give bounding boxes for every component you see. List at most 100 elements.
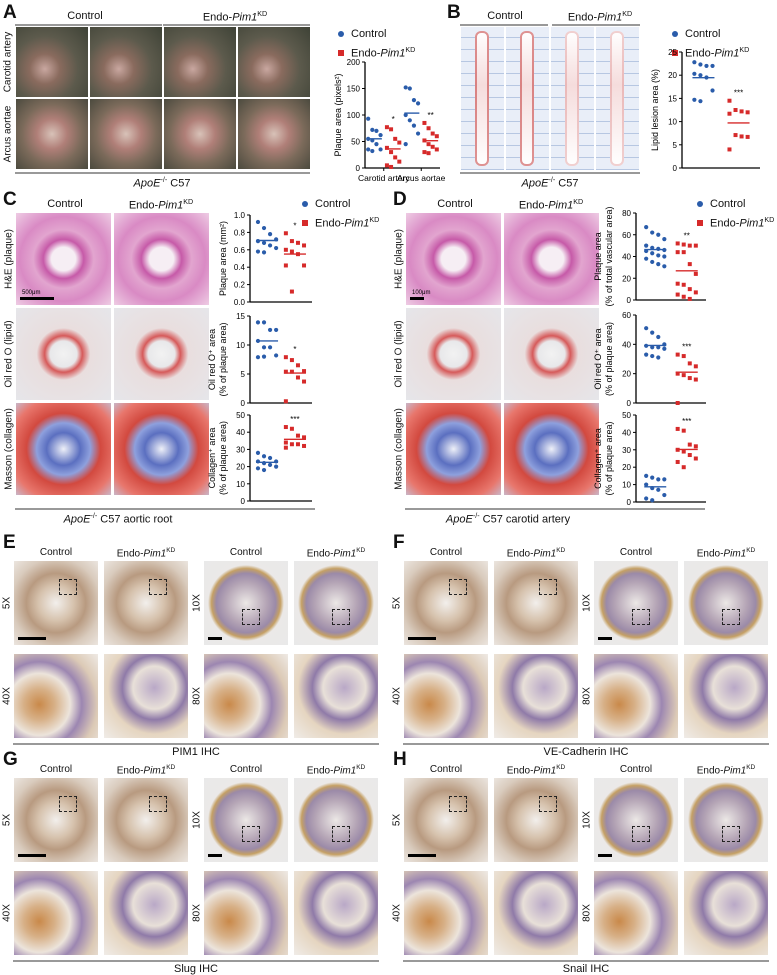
panel-label-E: E	[3, 532, 16, 553]
aorta-en-face-photo	[460, 26, 505, 171]
zoom-region-box	[242, 609, 260, 625]
kd-prefix: Endo-	[128, 199, 159, 212]
header-control: Control	[487, 10, 523, 22]
legend-item-knockdown: Endo-Pim1KD	[338, 43, 415, 62]
kd-prefix: Endo-	[202, 11, 233, 24]
data-point-control	[378, 133, 383, 138]
data-point-control	[415, 101, 421, 106]
kd-sup: KD	[556, 547, 566, 554]
y-axis-label: (% of plaque area)	[604, 421, 614, 495]
data-point-control	[415, 131, 421, 136]
aorta-strip	[475, 31, 489, 166]
histology-section: 500μm	[15, 212, 112, 306]
kd-sup: KD	[257, 10, 268, 18]
data-point-knockdown	[675, 241, 680, 246]
data-point-knockdown	[393, 155, 398, 160]
data-point-knockdown	[745, 110, 750, 115]
data-point-knockdown	[295, 240, 300, 245]
data-point-control	[370, 148, 375, 154]
kd-prefix: Endo-	[351, 47, 381, 60]
scatter-chart-c: 0.0 0.2 0.4 0.6 0.8 1.0 Plaque area (mm²) *	[218, 211, 312, 307]
panel-label-A: A	[3, 2, 17, 23]
zoom-region-box	[332, 609, 350, 625]
histology-section	[503, 307, 600, 401]
ihc-high-magnification	[103, 870, 189, 956]
data-point-control	[255, 355, 261, 360]
ihc-high-magnification	[203, 870, 289, 956]
ihc-high-magnification	[493, 653, 579, 739]
row-label: 40X	[391, 687, 403, 705]
scale-bar	[598, 637, 612, 640]
artery-photo	[237, 98, 311, 170]
row-label: 80X	[191, 687, 203, 705]
legend-item-control: Control	[338, 24, 415, 43]
legend-label: Endo-Pim1KD	[685, 46, 749, 60]
data-point-control	[261, 454, 267, 459]
header-knockdown: Endo-Pim1KD	[307, 764, 366, 776]
header-control: Control	[229, 547, 263, 558]
y-axis-label: Collagen⁺ area	[593, 428, 603, 489]
aorta-en-face-photo	[550, 26, 595, 171]
y-axis-label: Oil red O⁺ area	[593, 328, 603, 389]
data-point-knockdown	[693, 444, 698, 449]
y-tick-label: 0.8	[234, 228, 246, 237]
row-label: Carotid artery	[2, 31, 14, 93]
data-point-control	[274, 353, 279, 358]
zoom-region-box	[449, 579, 467, 595]
header-knockdown: Endo-Pim1KD	[697, 764, 756, 776]
legend-label: Control	[710, 197, 746, 210]
x-tick-label: Arcus aortae	[397, 173, 445, 183]
y-tick-label: 30	[236, 445, 245, 454]
ihc-low-magnification	[203, 777, 289, 863]
strain-gene: ApoE	[521, 177, 549, 190]
row-label: 10X	[581, 811, 593, 829]
kd-prefix: Endo-	[567, 11, 598, 24]
square-marker-icon	[672, 49, 678, 56]
data-point-control	[710, 63, 715, 69]
aorta-strip	[565, 31, 579, 166]
data-point-control	[650, 245, 655, 250]
ihc-high-magnification	[683, 870, 769, 956]
strain-gene: ApoE	[133, 177, 161, 190]
data-point-knockdown	[295, 363, 300, 368]
divider	[403, 743, 769, 745]
data-point-control	[650, 498, 655, 503]
data-point-control	[662, 346, 667, 351]
kd-gene: Pim1	[143, 765, 167, 777]
divider	[403, 960, 769, 962]
panel-label-H: H	[393, 749, 407, 770]
data-point-knockdown	[434, 147, 439, 152]
header-control: Control	[429, 764, 463, 775]
y-tick-label: 20	[622, 370, 631, 379]
ihc-high-magnification	[13, 870, 99, 956]
row-label: 80X	[581, 687, 593, 705]
data-point-control	[650, 353, 655, 359]
data-point-knockdown	[389, 127, 394, 132]
data-point-control	[662, 237, 667, 242]
data-point-control	[710, 88, 715, 93]
y-axis-label: Lipid lesion area (%)	[650, 69, 660, 151]
strain-suffix: C57	[167, 177, 191, 190]
divider	[15, 508, 315, 510]
header-knockdown: Endo-Pim1KD	[307, 547, 366, 559]
legend-label: Endo-Pim1KD	[710, 216, 774, 230]
scale-bar	[208, 854, 222, 857]
y-tick-label: 60	[622, 231, 631, 240]
divider	[15, 24, 162, 26]
kd-gene: Pim1	[232, 11, 258, 24]
data-point-knockdown	[687, 453, 692, 458]
data-point-knockdown	[739, 109, 744, 114]
histology-section	[113, 307, 210, 401]
row-label: 10X	[191, 594, 203, 612]
divider	[13, 960, 379, 962]
kd-prefix: Endo-	[116, 548, 144, 560]
row-label: Oil red O (lipid)	[393, 320, 405, 388]
kd-gene: Pim1	[533, 765, 557, 777]
data-point-control	[656, 355, 661, 360]
data-point-knockdown	[302, 369, 307, 374]
ihc-low-magnification	[403, 560, 489, 646]
kd-sup: KD	[166, 547, 176, 554]
kd-prefix: Endo-	[116, 765, 144, 777]
legend: Control Endo-Pim1KD	[697, 194, 774, 232]
